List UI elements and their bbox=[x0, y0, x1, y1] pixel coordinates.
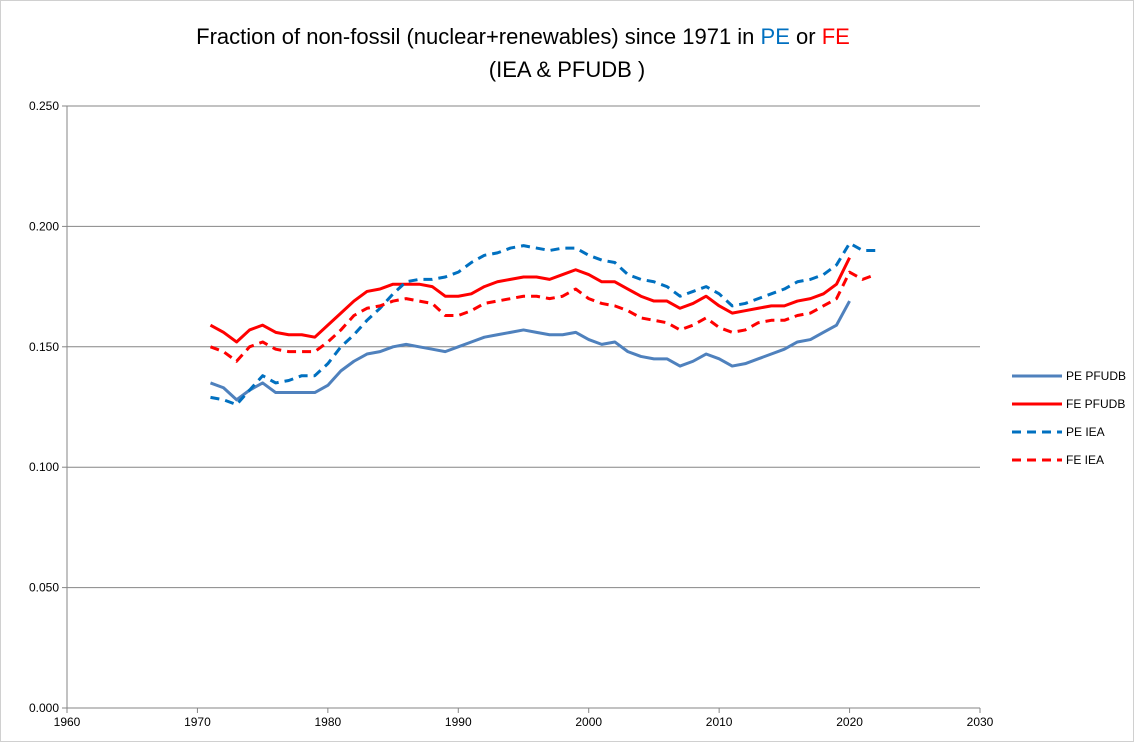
chart-title: Fraction of non-fossil (nuclear+renewabl… bbox=[196, 24, 850, 49]
title-part: Fraction of non-fossil (nuclear+renewabl… bbox=[196, 24, 760, 49]
y-tick-label: 0.200 bbox=[29, 219, 59, 233]
legend-label: PE IEA bbox=[1066, 425, 1105, 439]
series-line bbox=[210, 241, 876, 407]
title-part: or bbox=[790, 24, 822, 49]
series-line bbox=[209, 257, 851, 344]
x-tick-label: 1960 bbox=[54, 715, 81, 729]
x-tick-label: 2010 bbox=[706, 715, 733, 729]
x-tick-label: 2030 bbox=[967, 715, 994, 729]
y-tick-label: 0.100 bbox=[29, 460, 59, 474]
title-part: FE bbox=[822, 24, 850, 49]
series-line bbox=[209, 270, 877, 363]
legend-label: FE IEA bbox=[1066, 453, 1104, 467]
y-tick-label: 0.050 bbox=[29, 581, 59, 595]
legend-label: FE PFUDB bbox=[1066, 397, 1125, 411]
legend-label: PE PFUDB bbox=[1066, 369, 1126, 383]
x-tick-label: 2020 bbox=[836, 715, 863, 729]
x-tick-label: 1990 bbox=[445, 715, 472, 729]
x-tick-label: 2000 bbox=[575, 715, 602, 729]
y-tick-label: 0.000 bbox=[29, 701, 59, 715]
title-part: PE bbox=[761, 24, 790, 49]
x-tick-label: 1980 bbox=[315, 715, 342, 729]
chart-subtitle: (IEA & PFUDB ) bbox=[489, 57, 645, 82]
y-tick-label: 0.250 bbox=[29, 99, 59, 113]
y-tick-label: 0.150 bbox=[29, 340, 59, 354]
x-tick-label: 1970 bbox=[184, 715, 211, 729]
series-line bbox=[209, 300, 851, 402]
